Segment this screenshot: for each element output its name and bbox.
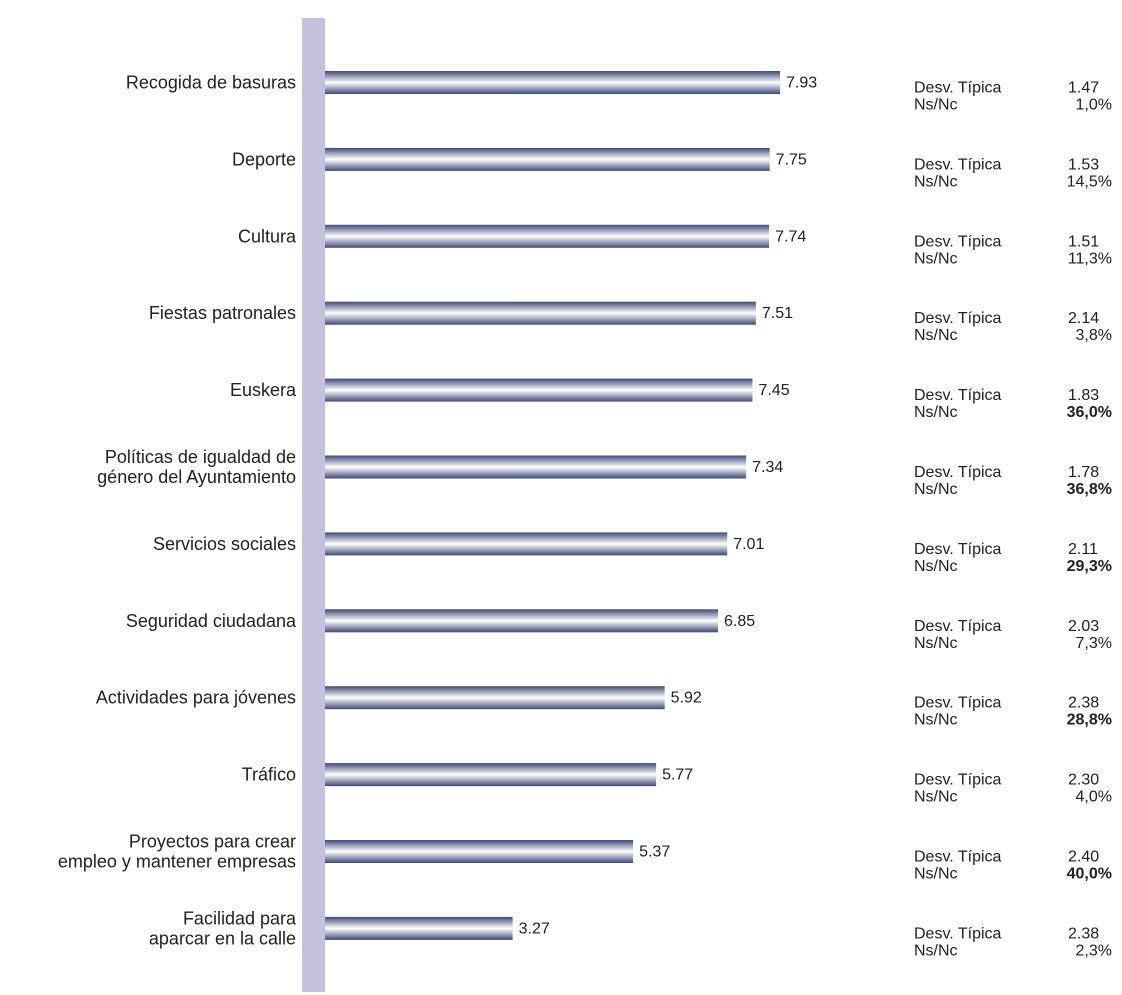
category-label: Fiestas patronales bbox=[149, 303, 296, 323]
bar bbox=[325, 71, 780, 94]
category-label: Actividades para jóvenes bbox=[96, 688, 296, 708]
nsnc-label: Ns/Nc bbox=[914, 558, 958, 575]
std-dev-label: Desv. Típica bbox=[914, 541, 1002, 558]
category-label: Recogida de basuras bbox=[126, 73, 296, 93]
std-dev-value: 2.38 bbox=[1068, 695, 1099, 712]
category-label: Políticas de igualdad de género del Ayunt… bbox=[97, 447, 296, 487]
nsnc-label: Ns/Nc bbox=[914, 481, 958, 498]
category-label: Facilidad para aparcar en la calle bbox=[149, 908, 297, 948]
value-label: 7.34 bbox=[752, 459, 783, 476]
std-dev-value: 2.30 bbox=[1068, 772, 1099, 789]
bar bbox=[325, 301, 756, 325]
category-label: Euskera bbox=[230, 380, 297, 400]
category-label: Seguridad ciudadana bbox=[126, 611, 297, 631]
std-dev-value: 2.38 bbox=[1068, 925, 1099, 942]
value-label: 7.75 bbox=[776, 151, 807, 168]
nsnc-value: 3,8% bbox=[1076, 327, 1112, 344]
std-dev-label: Desv. Típica bbox=[914, 772, 1002, 789]
std-dev-label: Desv. Típica bbox=[914, 925, 1002, 942]
bar bbox=[325, 763, 657, 787]
nsnc-label: Ns/Nc bbox=[914, 327, 958, 344]
std-dev-label: Desv. Típica bbox=[914, 464, 1002, 481]
value-label: 7.74 bbox=[775, 228, 806, 245]
bar bbox=[325, 609, 719, 633]
nsnc-value: 4,0% bbox=[1076, 789, 1112, 806]
std-dev-value: 2.40 bbox=[1068, 849, 1099, 866]
category-label: Deporte bbox=[232, 149, 296, 169]
value-label: 7.01 bbox=[733, 536, 764, 553]
std-dev-label: Desv. Típica bbox=[914, 156, 1002, 173]
std-dev-value: 2.03 bbox=[1068, 618, 1099, 635]
bar bbox=[325, 532, 728, 556]
nsnc-value: 14,5% bbox=[1067, 173, 1112, 190]
nsnc-value: 29,3% bbox=[1067, 558, 1112, 575]
std-dev-value: 2.11 bbox=[1068, 541, 1098, 558]
std-dev-value: 1.47 bbox=[1068, 80, 1099, 97]
bar bbox=[325, 378, 753, 402]
nsnc-label: Ns/Nc bbox=[914, 942, 958, 959]
std-dev-label: Desv. Típica bbox=[914, 618, 1002, 635]
value-label: 7.51 bbox=[762, 305, 793, 322]
value-label: 7.45 bbox=[758, 382, 789, 399]
nsnc-label: Ns/Nc bbox=[914, 97, 958, 114]
bar bbox=[325, 686, 665, 710]
std-dev-label: Desv. Típica bbox=[914, 695, 1002, 712]
std-dev-value: 1.83 bbox=[1068, 387, 1099, 404]
bar bbox=[325, 224, 770, 248]
value-label: 5.37 bbox=[639, 844, 670, 861]
nsnc-label: Ns/Nc bbox=[914, 635, 958, 652]
std-dev-value: 2.14 bbox=[1068, 310, 1099, 327]
chart-rows: Recogida de basuras 7.93 Desv. TípicaNs/Nc… bbox=[58, 71, 1112, 959]
std-dev-value: 1.78 bbox=[1068, 464, 1099, 481]
bar bbox=[325, 916, 513, 940]
std-dev-label: Desv. Típica bbox=[914, 80, 1002, 97]
std-dev-label: Desv. Típica bbox=[914, 849, 1002, 866]
std-dev-label: Desv. Típica bbox=[914, 387, 1002, 404]
nsnc-value: 11,3% bbox=[1068, 250, 1112, 267]
nsnc-value: 40,0% bbox=[1067, 866, 1112, 883]
bar bbox=[325, 840, 634, 863]
bar bbox=[325, 455, 747, 479]
category-label: Cultura bbox=[238, 226, 297, 246]
nsnc-label: Ns/Nc bbox=[914, 250, 958, 267]
value-label: 5.77 bbox=[662, 767, 693, 784]
category-label: Servicios sociales bbox=[153, 534, 296, 554]
value-label: 5.92 bbox=[671, 690, 702, 707]
category-label: Proyectos para crear empleo y mantener em… bbox=[58, 832, 296, 872]
nsnc-label: Ns/Nc bbox=[914, 866, 958, 883]
nsnc-value: 2,3% bbox=[1076, 942, 1112, 959]
std-dev-label: Desv. Típica bbox=[914, 233, 1002, 250]
y-axis-band bbox=[302, 18, 325, 992]
std-dev-label: Desv. Típica bbox=[914, 310, 1002, 327]
nsnc-value: 28,8% bbox=[1067, 712, 1112, 729]
std-dev-value: 1.53 bbox=[1068, 156, 1099, 173]
nsnc-label: Ns/Nc bbox=[914, 789, 958, 806]
nsnc-label: Ns/Nc bbox=[914, 173, 958, 190]
nsnc-value: 7,3% bbox=[1076, 635, 1112, 652]
nsnc-value: 36,0% bbox=[1067, 404, 1112, 421]
bar bbox=[325, 147, 770, 171]
nsnc-label: Ns/Nc bbox=[914, 404, 958, 421]
value-label: 6.85 bbox=[724, 613, 755, 630]
category-label: Tráfico bbox=[242, 765, 296, 785]
nsnc-value: 1,0% bbox=[1076, 97, 1112, 114]
nsnc-value: 36,8% bbox=[1067, 481, 1112, 498]
value-label: 3.27 bbox=[519, 920, 550, 937]
std-dev-value: 1.51 bbox=[1068, 233, 1099, 250]
value-label: 7.93 bbox=[786, 75, 817, 92]
nsnc-label: Ns/Nc bbox=[914, 712, 958, 729]
